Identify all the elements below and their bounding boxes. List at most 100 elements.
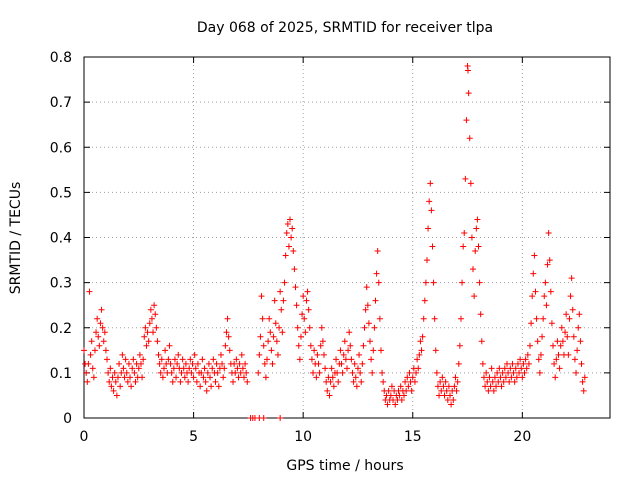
data-point [87,351,94,358]
data-point [363,284,370,291]
data-point [416,351,423,358]
data-point [215,383,222,390]
data-point [261,360,268,367]
data-point [429,243,436,250]
data-point [327,378,334,385]
x-tick-label: 10 [294,429,312,445]
data-point [551,360,558,367]
data-point [452,374,459,381]
data-point [127,374,134,381]
data-point [543,302,550,309]
data-point [443,387,450,394]
data-point [552,374,559,381]
data-point [528,320,535,327]
data-point [273,338,280,345]
data-point [100,338,107,345]
grid [84,57,610,418]
data-point [205,360,212,367]
data-point [171,356,178,363]
data-point [403,387,410,394]
data-point [581,374,588,381]
data-point [568,275,575,282]
data-point [91,347,98,354]
data-point [579,378,586,385]
data-point [276,324,283,331]
data-point [271,297,278,304]
data-point [94,315,101,322]
data-point [510,369,517,376]
data-point [260,415,267,421]
data-point [137,360,144,367]
data-point [567,293,574,300]
data-point [459,279,466,286]
data-point [521,369,528,376]
data-point [108,383,115,390]
data-point [290,248,297,255]
data-point [475,243,482,250]
data-point [436,392,443,399]
data-point [333,356,340,363]
data-point [200,374,207,381]
data-point [555,351,562,358]
data-point [128,383,135,390]
data-point [497,374,504,381]
data-point [202,378,209,385]
data-point [324,387,331,394]
data-point [523,365,530,372]
data-point [224,315,231,322]
data-point [292,284,299,291]
data-point [532,288,539,295]
data-point [413,369,420,376]
data-point [295,342,302,349]
data-point [299,311,306,318]
data-point [207,374,214,381]
data-point [300,293,307,300]
data-point [319,338,326,345]
data-point [479,360,486,367]
data-point [314,351,321,358]
y-tick-label: 0.7 [50,95,72,111]
data-point [484,378,491,385]
data-point [258,293,265,300]
data-point [496,365,503,372]
data-point [483,369,490,376]
data-point [141,333,148,340]
data-point [530,270,537,277]
x-tick-label: 20 [513,429,531,445]
data-point [540,315,547,322]
data-point [433,369,440,376]
data-point [129,365,136,372]
data-point [101,329,108,336]
data-point [463,117,470,124]
data-point [334,369,341,376]
data-point [461,229,468,236]
data-point [536,369,543,376]
data-point [209,365,216,372]
data-point [260,342,267,349]
data-point [464,67,471,74]
data-point [146,320,153,327]
data-point [167,360,174,367]
data-point [557,342,564,349]
data-point [339,369,346,376]
data-point [377,347,384,354]
data-point [347,342,354,349]
data-point [470,266,477,273]
data-point [576,311,583,318]
data-point [322,365,329,372]
data-point [296,356,303,363]
data-point [421,297,428,304]
data-point [166,342,173,349]
data-point [397,383,404,390]
data-point [284,220,291,227]
data-point [564,333,571,340]
data-point [135,365,142,372]
data-point [466,135,473,142]
data-point [104,356,111,363]
data-point [301,315,308,322]
data-point [143,342,150,349]
data-point [96,342,103,349]
data-point [111,369,118,376]
data-point [571,356,578,363]
data-point [371,324,378,331]
